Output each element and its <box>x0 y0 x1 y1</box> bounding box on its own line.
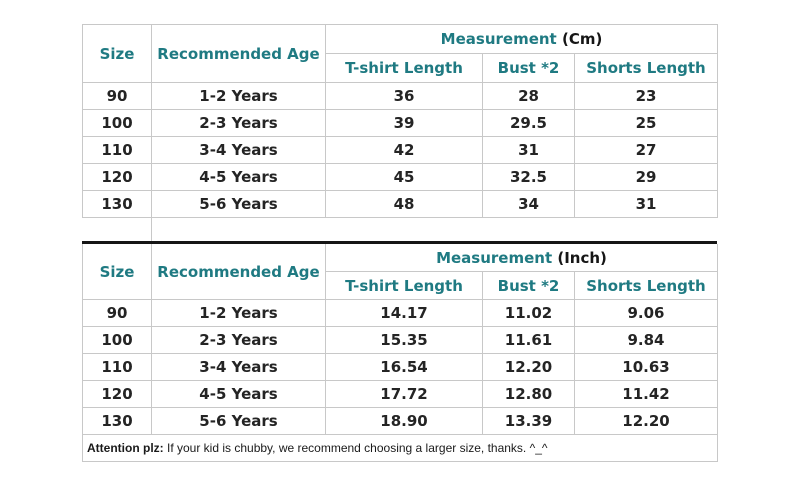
attention-row: Attention plz: If your kid is chubby, we… <box>82 434 718 462</box>
size-value: 130 <box>82 407 152 435</box>
age-value: 3-4 Years <box>151 136 326 164</box>
shorts-length-header: Shorts Length <box>574 53 718 83</box>
table-row: 100 2-3 Years 15.35 11.61 9.84 <box>82 326 718 354</box>
shorts-length-value: 12.20 <box>574 407 718 435</box>
size-chart-inch-table: Size Recommended Age Measurement (Inch) … <box>82 244 718 462</box>
size-value: 120 <box>82 163 152 191</box>
bust-header: Bust *2 <box>482 53 575 83</box>
table-row: 130 5-6 Years 18.90 13.39 12.20 <box>82 407 718 435</box>
measurement-label: Measurement <box>436 248 553 267</box>
shorts-length-value: 25 <box>574 109 718 137</box>
tshirt-length-value: 17.72 <box>325 380 483 408</box>
unit-inch-label: (Inch) <box>557 248 607 267</box>
size-column-header: Size <box>82 24 152 83</box>
age-value: 1-2 Years <box>151 299 326 327</box>
table-row: 110 3-4 Years 42 31 27 <box>82 136 718 164</box>
measurement-label: Measurement <box>440 30 557 48</box>
tshirt-length-value: 42 <box>325 136 483 164</box>
black-divider-line <box>82 241 717 244</box>
age-column-header: Recommended Age <box>151 24 326 83</box>
age-value: 2-3 Years <box>151 326 326 354</box>
size-value: 120 <box>82 380 152 408</box>
age-value: 1-2 Years <box>151 82 326 110</box>
tshirt-length-value: 48 <box>325 190 483 218</box>
shorts-length-header: Shorts Length <box>574 271 718 300</box>
age-value: 5-6 Years <box>151 190 326 218</box>
bust-value: 13.39 <box>482 407 575 435</box>
tshirt-length-value: 15.35 <box>325 326 483 354</box>
age-value: 4-5 Years <box>151 163 326 191</box>
bust-value: 12.20 <box>482 353 575 381</box>
table-row: 130 5-6 Years 48 34 31 <box>82 190 718 218</box>
table-row: 120 4-5 Years 17.72 12.80 11.42 <box>82 380 718 408</box>
size-chart-sheet: Size Recommended Age Measurement (Cm) T-… <box>82 24 718 462</box>
age-value: 3-4 Years <box>151 353 326 381</box>
tshirt-length-value: 45 <box>325 163 483 191</box>
table-row: 90 1-2 Years 14.17 11.02 9.06 <box>82 299 718 327</box>
tshirt-length-value: 39 <box>325 109 483 137</box>
tshirt-length-value: 18.90 <box>325 407 483 435</box>
bust-value: 12.80 <box>482 380 575 408</box>
age-value: 4-5 Years <box>151 380 326 408</box>
size-chart-cm-table: Size Recommended Age Measurement (Cm) T-… <box>82 24 718 218</box>
bust-value: 11.61 <box>482 326 575 354</box>
age-value: 5-6 Years <box>151 407 326 435</box>
unit-cm-label: (Cm) <box>561 30 603 48</box>
table-row: 100 2-3 Years 39 29.5 25 <box>82 109 718 137</box>
size-value: 90 <box>82 82 152 110</box>
tshirt-length-header: T-shirt Length <box>325 53 483 83</box>
bust-value: 28 <box>482 82 575 110</box>
tshirt-length-value: 16.54 <box>325 353 483 381</box>
tshirt-length-value: 14.17 <box>325 299 483 327</box>
bust-value: 31 <box>482 136 575 164</box>
age-column-header: Recommended Age <box>151 244 326 300</box>
bust-value: 29.5 <box>482 109 575 137</box>
measurement-cm-header: Measurement (Cm) <box>325 24 718 54</box>
shorts-length-value: 23 <box>574 82 718 110</box>
table-gap-row <box>82 218 717 241</box>
table-row: 120 4-5 Years 45 32.5 29 <box>82 163 718 191</box>
shorts-length-value: 10.63 <box>574 353 718 381</box>
size-column-header: Size <box>82 244 152 300</box>
shorts-length-value: 31 <box>574 190 718 218</box>
size-value: 130 <box>82 190 152 218</box>
age-value: 2-3 Years <box>151 109 326 137</box>
shorts-length-value: 9.06 <box>574 299 718 327</box>
size-value: 100 <box>82 109 152 137</box>
bust-header: Bust *2 <box>482 271 575 300</box>
size-value: 110 <box>82 136 152 164</box>
attention-note-text: If your kid is chubby, we recommend choo… <box>163 441 548 455</box>
size-value: 110 <box>82 353 152 381</box>
shorts-length-value: 11.42 <box>574 380 718 408</box>
size-value: 100 <box>82 326 152 354</box>
gap-column-divider <box>151 218 152 241</box>
table-row: 90 1-2 Years 36 28 23 <box>82 82 718 110</box>
shorts-length-value: 9.84 <box>574 326 718 354</box>
attention-note: Attention plz: If your kid is chubby, we… <box>82 434 718 462</box>
shorts-length-value: 27 <box>574 136 718 164</box>
bust-value: 11.02 <box>482 299 575 327</box>
tshirt-length-value: 36 <box>325 82 483 110</box>
measurement-inch-header: Measurement (Inch) <box>325 244 718 272</box>
bust-value: 32.5 <box>482 163 575 191</box>
size-value: 90 <box>82 299 152 327</box>
attention-note-lead: Attention plz: <box>87 441 164 455</box>
shorts-length-value: 29 <box>574 163 718 191</box>
bust-value: 34 <box>482 190 575 218</box>
tshirt-length-header: T-shirt Length <box>325 271 483 300</box>
table-row: 110 3-4 Years 16.54 12.20 10.63 <box>82 353 718 381</box>
